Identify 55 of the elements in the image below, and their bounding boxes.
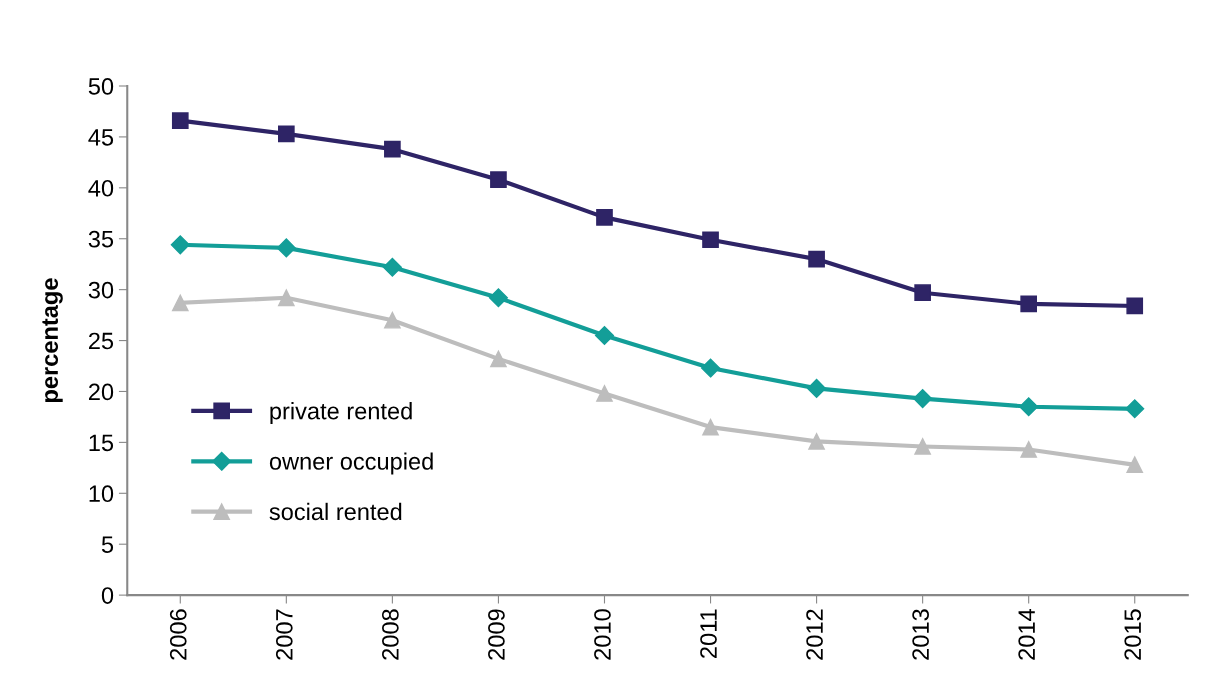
- x-tick-label: 2010: [594, 609, 611, 660]
- y-tick-label: 15: [89, 434, 114, 452]
- point: [490, 350, 507, 368]
- point: [488, 288, 508, 308]
- x-tick-label: 2014: [1018, 609, 1036, 660]
- point: [1126, 297, 1144, 315]
- y-axis-title: percentage: [42, 278, 63, 402]
- point: [384, 140, 401, 158]
- point: [1125, 399, 1145, 419]
- x-tick-label: 2011: [700, 609, 717, 658]
- point: [1020, 295, 1038, 313]
- point: [807, 378, 827, 398]
- y-tick-label: 40: [88, 179, 114, 197]
- point: [1019, 397, 1039, 417]
- x-tick-label: 2008: [382, 609, 399, 660]
- y-tick-label: 0: [101, 587, 114, 604]
- point: [171, 112, 189, 129]
- point: [278, 125, 295, 143]
- point: [384, 311, 401, 329]
- point: [808, 433, 825, 450]
- x-tick-label: 2015: [1124, 609, 1142, 660]
- y-tick-label: 20: [88, 383, 114, 401]
- point: [278, 289, 295, 307]
- y-tick-label: 35: [88, 230, 114, 248]
- point: [382, 257, 402, 277]
- point: [702, 231, 719, 249]
- y-tick-label: 50: [88, 78, 114, 95]
- point: [596, 209, 613, 226]
- x-tick-label: 2013: [912, 609, 929, 660]
- y-tick-label: 25: [88, 332, 114, 350]
- x-tick-label: 2006: [169, 609, 187, 660]
- point: [171, 294, 189, 312]
- point: [914, 438, 931, 455]
- y-tick-label: 45: [88, 129, 114, 146]
- x-tick-label: 2012: [806, 609, 823, 660]
- point: [702, 418, 719, 436]
- point: [913, 389, 933, 409]
- point: [914, 284, 931, 302]
- point: [596, 385, 613, 402]
- point: [170, 235, 190, 255]
- x-tick-label: 2007: [275, 609, 293, 660]
- point: [490, 171, 507, 189]
- y-tick-label: 30: [88, 281, 114, 299]
- point: [808, 250, 825, 268]
- point: [1020, 441, 1038, 458]
- point: [1126, 456, 1144, 474]
- legend-label: social rented: [269, 502, 402, 521]
- legend-label: private rented: [270, 402, 412, 425]
- y-tick-label: 10: [89, 485, 114, 503]
- x-tick-label: 2009: [488, 609, 505, 660]
- point: [594, 325, 615, 346]
- legend-label: owner occupied: [269, 452, 433, 475]
- y-tick-label: 5: [101, 536, 114, 553]
- point: [701, 358, 721, 378]
- point: [276, 238, 296, 258]
